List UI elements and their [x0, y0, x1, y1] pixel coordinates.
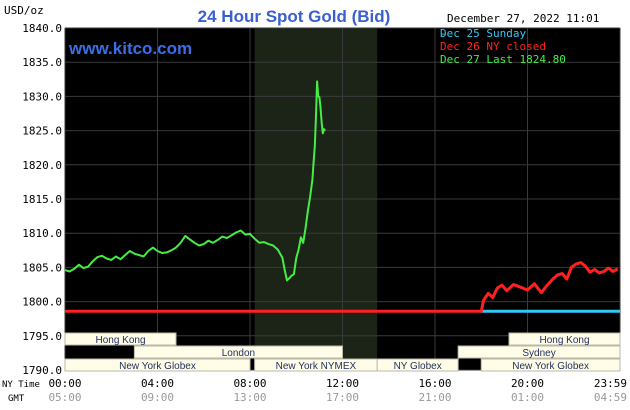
- x-tick-ny: 16:00: [418, 377, 451, 390]
- session-bars: Hong Kong London New York Globex New York N…: [64, 332, 621, 372]
- x-tick-labels: 00:00 04:00 08:00 12:00 16:00 20:00 23:59 05:00…: [48, 377, 627, 404]
- session-bar: [133, 345, 343, 359]
- session-label: New York Globex: [119, 361, 196, 372]
- x-tick-gmt: 04:59: [594, 391, 627, 404]
- session-bar: [64, 358, 251, 372]
- ny-time-label: NY Time: [2, 380, 40, 390]
- session-label: NY Globex: [394, 361, 442, 372]
- legend-dec27: Dec 27 Last 1824.80: [440, 53, 566, 66]
- session-label: Hong Kong: [539, 335, 589, 346]
- x-tick-gmt: 17:00: [326, 391, 359, 404]
- x-tick-ny: 23:59: [594, 377, 627, 390]
- x-tick-gmt: 21:00: [418, 391, 451, 404]
- x-tick-gmt: 09:00: [141, 391, 174, 404]
- series-line-2: [65, 261, 619, 313]
- y-tick-label: 1825.0: [22, 125, 62, 138]
- session-label: New York NYMEX: [276, 361, 357, 372]
- y-tick-label: 1805.0: [22, 261, 62, 274]
- x-tick-gmt: 13:00: [233, 391, 266, 404]
- x-tick-ny: 12:00: [326, 377, 359, 390]
- x-tick-ny: 00:00: [48, 377, 81, 390]
- y-tick-label: 1810.0: [22, 227, 62, 240]
- date-time-stamp: December 27, 2022 11:01: [447, 12, 599, 25]
- x-tick-ny: 20:00: [511, 377, 544, 390]
- session-label: Sydney: [522, 348, 555, 359]
- y-tick-label: 1795.0: [22, 330, 62, 343]
- legend-dec25-dash: -: [440, 27, 447, 40]
- x-tick-gmt: 05:00: [48, 391, 81, 404]
- kitco-watermark[interactable]: www.kitco.com: [68, 39, 192, 58]
- session-bar: [508, 332, 621, 346]
- y-tick-label: 1815.0: [22, 193, 62, 206]
- session-label: Hong Kong: [95, 335, 145, 346]
- gmt-label: GMT: [8, 394, 25, 404]
- session-bar: [376, 358, 459, 372]
- session-label: London: [222, 348, 255, 359]
- y-tick-label: 1830.0: [22, 90, 62, 103]
- series-group: [64, 80, 620, 313]
- y-tick-label: 1800.0: [22, 296, 62, 309]
- y-axis-unit: USD/oz: [4, 4, 44, 17]
- y-tick-label: 1820.0: [22, 159, 62, 172]
- legend-dec25: Dec 25 Sunday: [440, 27, 526, 40]
- x-tick-ny: 04:00: [141, 377, 174, 390]
- y-tick-label: 1835.0: [22, 56, 62, 69]
- legend: Dec 25 Sunday Dec 26 NY closed Dec 27 La…: [440, 27, 566, 66]
- chart-title: 24 Hour Spot Gold (Bid): [198, 7, 391, 26]
- session-label: New York Globex: [512, 361, 589, 372]
- x-tick-ny: 08:00: [233, 377, 266, 390]
- x-tick-gmt: 01:00: [511, 391, 544, 404]
- y-tick-label: 1790.0: [22, 364, 62, 377]
- session-bar: [457, 345, 621, 359]
- session-bar: [64, 332, 177, 346]
- y-tick-labels: 1790.0 1795.0 1800.0 1805.0 1810.0 1815.0 1820…: [22, 22, 62, 377]
- session-bar: [480, 358, 621, 372]
- legend-dec26: Dec 26 NY closed: [440, 40, 546, 53]
- y-tick-label: 1840.0: [22, 22, 62, 35]
- series-line-3: [64, 80, 326, 282]
- grid: [64, 27, 621, 371]
